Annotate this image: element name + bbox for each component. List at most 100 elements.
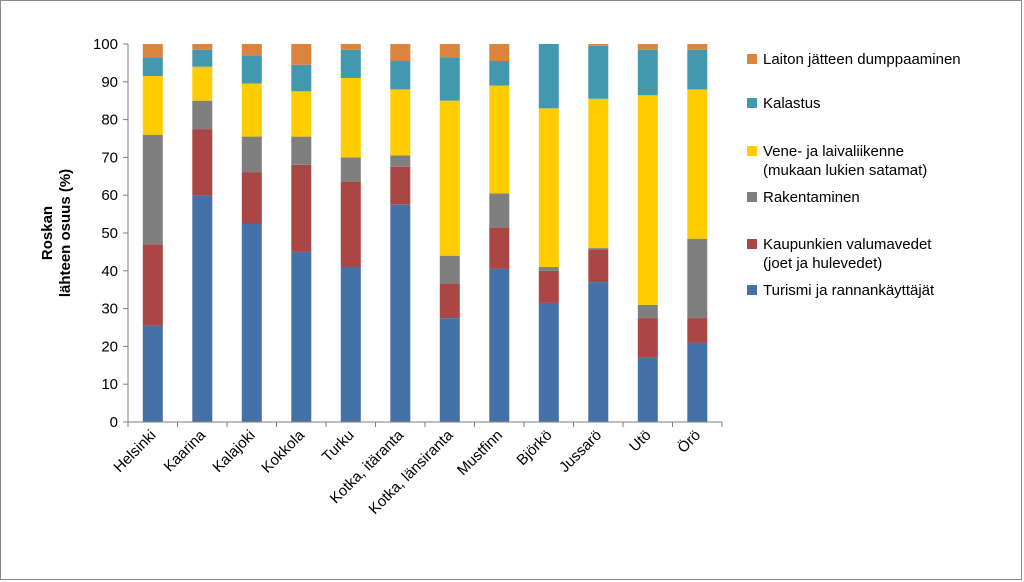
legend-label: Rakentaminen xyxy=(763,189,860,206)
bar-segment xyxy=(142,76,163,135)
legend-swatch xyxy=(747,54,757,64)
y-tick-labels: 0 10 20 30 40 50 60 70 80 90 100 xyxy=(93,36,118,431)
x-category-label: Kokkola xyxy=(258,426,308,476)
legend: Laiton jätteen dumppaaminen Kalastus Vene-… xyxy=(747,51,961,299)
bar-segment xyxy=(192,66,213,101)
legend-swatch xyxy=(747,285,757,295)
bar-segment xyxy=(192,44,213,50)
x-category-label: Utö xyxy=(626,427,655,456)
bar-segment xyxy=(489,193,510,228)
bar-segment xyxy=(142,57,163,77)
bar-segment xyxy=(340,267,361,422)
axes-layer xyxy=(123,43,723,427)
bar-segment xyxy=(538,267,559,271)
bar-segment xyxy=(489,268,510,422)
x-tick-labels: Helsinki Kaarina Kalajoki Kokkola TurkuKotka… xyxy=(110,426,704,518)
y-tick-label: 70 xyxy=(101,149,118,166)
bar-segment xyxy=(439,44,460,58)
bar-segment xyxy=(192,195,213,422)
y-tick-label: 0 xyxy=(110,414,118,431)
bar-segment xyxy=(637,49,658,96)
y-tick-label: 80 xyxy=(101,112,118,129)
x-category-label: Helsinki xyxy=(110,427,159,476)
bar-segment xyxy=(142,325,163,422)
bar-segment xyxy=(241,172,262,224)
y-tick-label: 30 xyxy=(101,301,118,318)
bar-segment xyxy=(390,204,411,422)
bar-segment xyxy=(340,157,361,182)
y-axis-label: Roskanlähteen osuus (%) xyxy=(39,169,74,297)
bar-segment xyxy=(142,134,163,245)
bar-segment xyxy=(439,284,460,318)
bar-segment xyxy=(291,44,312,65)
bar-segment xyxy=(538,270,559,303)
bar-segment xyxy=(291,64,312,92)
bar-segment xyxy=(538,108,559,268)
x-category-label: Björkö xyxy=(513,427,555,469)
bar-segment xyxy=(241,55,262,84)
bar-segment xyxy=(291,91,312,137)
bar-segment xyxy=(637,318,658,358)
y-tick-label: 20 xyxy=(101,338,118,355)
bar-segment xyxy=(687,318,708,343)
bar-segment xyxy=(192,129,213,196)
bar-segment xyxy=(340,49,361,78)
legend-label: Kalastus xyxy=(763,95,821,112)
y-tick-label: 10 xyxy=(101,376,118,393)
bar-segment xyxy=(588,45,609,99)
bar-segment xyxy=(489,61,510,86)
legend-label: Vene- ja laivaliikenne (mukaan lukien sat… xyxy=(763,143,927,179)
y-tick-label: 100 xyxy=(93,36,118,53)
x-category-label: Mustfinn xyxy=(454,427,506,479)
bar-segment xyxy=(390,44,411,61)
legend-swatch xyxy=(747,146,757,156)
bar-segment xyxy=(340,44,361,50)
bar-segment xyxy=(489,85,510,194)
bar-segment xyxy=(192,100,213,130)
bar-segment xyxy=(489,44,510,61)
legend-label: Kaupunkien valumavedet (joet ja hulevedet… xyxy=(763,236,932,272)
bar-segment xyxy=(241,44,262,56)
bar-segment xyxy=(192,49,213,67)
x-category-label: Jussarö xyxy=(556,427,605,476)
y-tick-label: 90 xyxy=(101,74,118,91)
legend-label: Turismi ja rannankäyttäjät xyxy=(763,282,935,299)
bar-segment xyxy=(588,282,609,422)
bar-segment xyxy=(439,318,460,422)
y-tick-label: 50 xyxy=(101,225,118,242)
bar-segment xyxy=(390,89,411,156)
y-tick-label: 60 xyxy=(101,187,118,204)
bar-segment xyxy=(588,44,609,46)
bar-segment xyxy=(291,251,312,422)
bar-segment xyxy=(340,182,361,267)
bar-segment xyxy=(538,44,559,109)
bar-segment xyxy=(241,223,262,422)
legend-swatch xyxy=(747,192,757,202)
bar-segment xyxy=(241,83,262,137)
bar-segment xyxy=(637,304,658,318)
bar-segment xyxy=(538,302,559,422)
bar-segment xyxy=(588,248,609,250)
bar-segment xyxy=(390,155,411,167)
x-category-label: Kotka, länsiranta xyxy=(366,426,457,517)
bar-segment xyxy=(439,57,460,101)
bar-segment xyxy=(588,98,609,249)
bar-segment xyxy=(142,244,163,326)
bar-segment xyxy=(489,227,510,269)
y-tick-label: 40 xyxy=(101,263,118,280)
bar-segment xyxy=(142,44,163,58)
bar-segment xyxy=(687,238,708,319)
bar-segment xyxy=(687,49,708,90)
bar-segment xyxy=(687,89,708,239)
bar-segment xyxy=(637,357,658,422)
bar-segment xyxy=(340,78,361,158)
bar-segment xyxy=(588,250,609,283)
bar-segment xyxy=(439,255,460,284)
x-category-label: Örö xyxy=(674,426,704,456)
bars-layer xyxy=(142,44,708,422)
legend-label: Laiton jätteen dumppaaminen xyxy=(763,51,961,68)
bar-segment xyxy=(291,136,312,165)
y-axis-title: Roskanlähteen osuus (%) xyxy=(39,169,74,297)
